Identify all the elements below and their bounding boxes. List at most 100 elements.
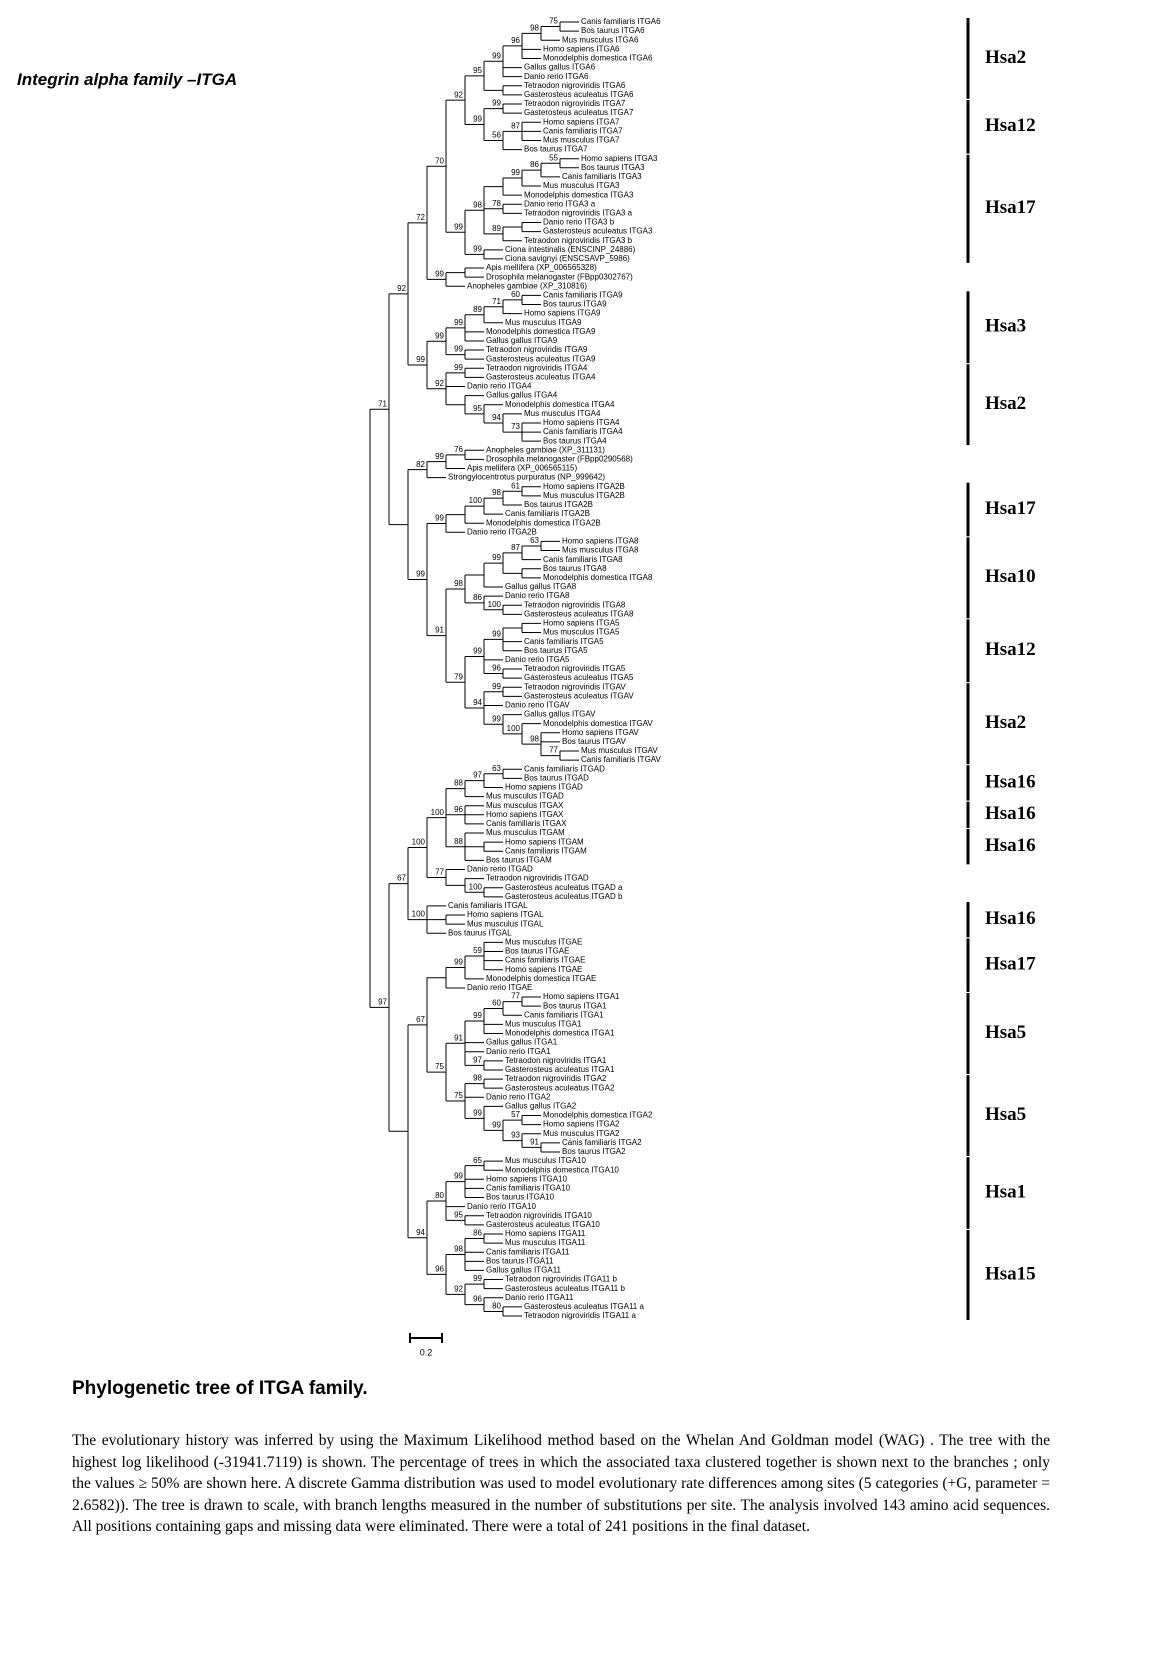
leaf-label: Canis familiaris ITGAL: [448, 901, 528, 910]
leaf-label: Bos taurus ITGAV: [562, 737, 627, 746]
leaf-label: Ciona savignyi (ENSCSAVP_5986): [505, 254, 630, 263]
clade-label: Hsa17: [985, 197, 1036, 218]
leaf-label: Homo sapiens ITGA8: [562, 537, 639, 546]
support-value: 88: [454, 779, 463, 788]
support-value: 89: [492, 224, 501, 233]
leaf-label: Danio rerio ITGA3 b: [543, 218, 615, 227]
leaf-label: Mus musculus ITGA2: [543, 1129, 620, 1138]
leaf-label: Gasterosteus aculeatus ITGAD b: [505, 892, 623, 901]
support-value: 99: [473, 1108, 482, 1117]
support-value: 97: [473, 1056, 482, 1065]
leaf-label: Canis familiaris ITGA2B: [505, 509, 590, 518]
leaf-label: Mus musculus ITGA3: [543, 181, 620, 190]
support-value: 61: [511, 481, 520, 490]
leaf-label: Gasterosteus aculeatus ITGA2: [505, 1083, 615, 1092]
leaf-label: Gallus gallus ITGA4: [486, 391, 558, 400]
support-value: 60: [492, 999, 501, 1008]
leaf-label: Tetraodon nigroviridis ITGA11 b: [505, 1275, 617, 1284]
caption: The evolutionary history was inferred by…: [72, 1432, 1050, 1535]
support-value: 82: [416, 460, 425, 469]
support-value: 98: [454, 1245, 463, 1254]
clade-label: Hsa10: [985, 566, 1036, 587]
clade-label: Hsa3: [985, 316, 1026, 337]
leaf-label: Homo sapiens ITGAX: [486, 810, 564, 819]
leaf-label: Gasterosteus aculeatus ITGAD a: [505, 883, 623, 892]
support-value: 59: [473, 946, 482, 955]
leaf-label: Gasterosteus aculeatus ITGA11 a: [524, 1302, 644, 1311]
leaf-label: Bos taurus ITGA10: [486, 1193, 555, 1202]
leaf-label: Canis familiaris ITGA6: [581, 17, 661, 26]
leaf-label: Danio rerio ITGA10: [467, 1202, 536, 1211]
support-value: 99: [492, 1120, 501, 1129]
support-value: 99: [454, 1172, 463, 1181]
leaf-label: Gasterosteus aculeatus ITGA6: [524, 90, 634, 99]
support-value: 57: [511, 1110, 520, 1119]
leaf-label: Danio rerio ITGA8: [505, 591, 570, 600]
support-value: 77: [549, 746, 558, 755]
leaf-label: Canis familiaris ITGA8: [543, 555, 623, 564]
clade-label: Hsa17: [985, 954, 1036, 975]
support-value: 76: [454, 445, 463, 454]
leaf-label: Homo sapiens ITGA11: [505, 1229, 586, 1238]
support-value: 99: [435, 514, 444, 523]
leaf-label: Tetraodon nigroviridis ITGAD: [486, 874, 589, 883]
leaf-label: Gasterosteus aculeatus ITGA11 b: [505, 1284, 625, 1293]
clade-label: Hsa16: [985, 771, 1036, 792]
leaf-label: Danio rerio ITGA3 a: [524, 199, 596, 208]
support-value: 94: [473, 698, 482, 707]
leaf-label: Tetraodon nigroviridis ITGA11 a: [524, 1311, 636, 1320]
leaf-label: Bos taurus ITGAE: [505, 947, 569, 956]
leaf-label: Bos taurus ITGA7: [524, 145, 588, 154]
support-value: 92: [397, 284, 406, 293]
leaf-label: Tetraodon nigroviridis ITGA2: [505, 1074, 607, 1083]
support-value: 99: [435, 270, 444, 279]
clade-label: Hsa2: [985, 712, 1026, 733]
leaf-label: Tetraodon nigroviridis ITGA6: [524, 81, 626, 90]
leaf-label: Homo sapiens ITGAD: [505, 783, 583, 792]
leaf-label: Mus musculus ITGA6: [562, 35, 639, 44]
leaf-label: Canis familiaris ITGAM: [505, 846, 587, 855]
support-value: 96: [454, 805, 463, 814]
support-value: 99: [473, 1274, 482, 1283]
support-value: 99: [454, 222, 463, 231]
leaf-label: Danio rerio ITGA11: [505, 1293, 574, 1302]
clade-label: Hsa2: [985, 47, 1026, 68]
leaf-label: Apis mellifera (XP_006565328): [486, 263, 597, 272]
leaf-label: Monodelphis domestica ITGA10: [505, 1165, 619, 1174]
leaf-label: Canis familiaris ITGA1: [524, 1010, 604, 1019]
leaf-label: Canis familiaris ITGA9: [543, 290, 623, 299]
leaf-label: Mus musculus ITGAX: [486, 801, 564, 810]
leaf-label: Anopheles gambiae (XP_310816): [467, 281, 587, 290]
leaf-label: Gallus gallus ITGA11: [486, 1266, 562, 1275]
leaf-label: Gallus gallus ITGA9: [486, 336, 558, 345]
support-value: 65: [473, 1156, 482, 1165]
support-value: 63: [530, 536, 539, 545]
support-value: 75: [549, 17, 558, 26]
support-value: 99: [473, 647, 482, 656]
leaf-label: Tetraodon nigroviridis ITGA4: [486, 363, 588, 372]
leaf-label: Danio rerio ITGA2: [486, 1092, 551, 1101]
support-value: 99: [473, 244, 482, 253]
support-value: 98: [530, 24, 539, 33]
support-value: 99: [473, 1011, 482, 1020]
leaf-label: Mus musculus ITGA1: [505, 1020, 582, 1029]
support-value: 99: [473, 115, 482, 124]
leaf-label: Mus musculus ITGA9: [505, 318, 582, 327]
leaf-label: Homo sapiens ITGA1: [543, 992, 620, 1001]
support-value: 87: [511, 543, 520, 552]
support-value: 99: [416, 355, 425, 364]
leaf-label: Tetraodon nigroviridis ITGA10: [486, 1211, 592, 1220]
leaf-label: Danio rerio ITGA6: [524, 72, 589, 81]
leaf-label: Tetraodon nigroviridis ITGAV: [524, 682, 626, 691]
leaf-label: Homo sapiens ITGA4: [543, 418, 620, 427]
leaf-label: Mus musculus ITGAM: [486, 828, 565, 837]
support-value: 99: [454, 363, 463, 372]
leaf-label: Canis familiaris ITGA3: [562, 172, 642, 181]
leaf-label: Canis familiaris ITGA2: [562, 1138, 642, 1147]
support-value: 89: [473, 305, 482, 314]
leaf-label: Mus musculus ITGAV: [581, 746, 658, 755]
leaf-label: Homo sapiens ITGA6: [543, 44, 620, 53]
scale-label: 0.2: [420, 1347, 433, 1357]
leaf-label: Bos taurus ITGA8: [543, 564, 607, 573]
